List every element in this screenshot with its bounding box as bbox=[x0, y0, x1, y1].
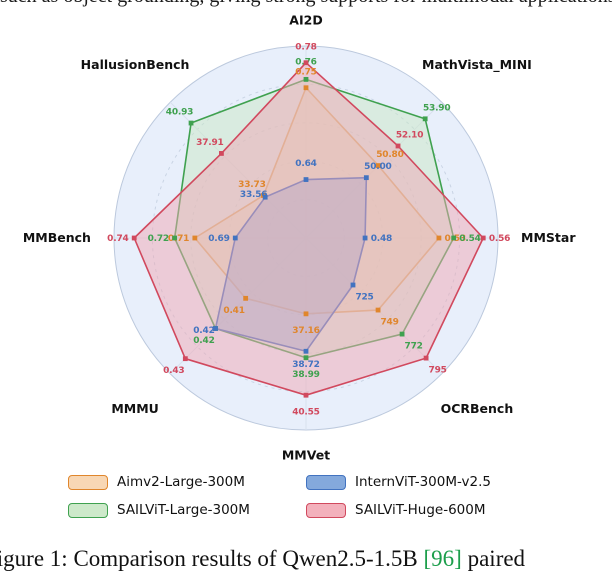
point-marker bbox=[188, 120, 194, 126]
value-label: 38.99 bbox=[292, 370, 319, 380]
axis-title: HallusionBench bbox=[81, 57, 190, 72]
point-marker bbox=[303, 355, 309, 361]
legend-item: SAILViT-Large-300M bbox=[68, 502, 306, 518]
value-label: 50.80 bbox=[376, 150, 403, 160]
value-label: 0.41 bbox=[223, 306, 244, 316]
axis-title: MMVet bbox=[282, 447, 330, 462]
point-marker bbox=[219, 151, 224, 156]
chart-legend: Aimv2-Large-300M InternViT-300M-v2.5 SAI… bbox=[68, 474, 544, 518]
caption-suffix: paired bbox=[461, 546, 526, 571]
caption-text: Figure 1: Comparison results of Qwen2.5-… bbox=[0, 546, 424, 571]
axis-title: MMStar bbox=[521, 230, 576, 245]
point-marker bbox=[362, 235, 368, 241]
value-label: 0.48 bbox=[371, 234, 392, 244]
legend-item: InternViT-300M-v2.5 bbox=[306, 474, 544, 490]
value-label: 0.75 bbox=[295, 67, 316, 77]
radar-chart: 0.7550.800.5374937.160.410.7133.730.7653… bbox=[23, 12, 576, 462]
axis-title: MathVista_MINI bbox=[422, 57, 532, 73]
point-marker bbox=[423, 355, 429, 361]
value-label: 33.73 bbox=[238, 180, 265, 190]
legend-label: SAILViT-Large-300M bbox=[117, 502, 250, 518]
point-marker bbox=[303, 76, 309, 82]
top-cropped-text-line: such as object grounding, giving strong … bbox=[0, 0, 612, 7]
value-label: 0.43 bbox=[163, 366, 184, 376]
point-marker bbox=[363, 175, 369, 181]
axis-title: AI2D bbox=[289, 12, 322, 27]
point-marker bbox=[350, 282, 356, 288]
value-label: 795 bbox=[429, 366, 447, 376]
value-label: 0.69 bbox=[208, 234, 229, 244]
value-label: 725 bbox=[355, 293, 373, 303]
value-label: 40.55 bbox=[292, 408, 319, 418]
top-cropped-text: such as object grounding, giving strong … bbox=[0, 0, 612, 7]
value-label: 0.42 bbox=[193, 336, 214, 346]
value-label: 37.16 bbox=[292, 326, 319, 336]
point-marker bbox=[375, 307, 381, 313]
value-label: 50.00 bbox=[364, 162, 391, 172]
point-marker bbox=[422, 116, 428, 122]
point-marker bbox=[451, 235, 457, 241]
point-marker bbox=[480, 235, 486, 241]
legend-swatch-sailvit-large bbox=[68, 502, 108, 518]
legend-label: InternViT-300M-v2.5 bbox=[355, 474, 491, 490]
axis-title: OCRBench bbox=[441, 401, 514, 416]
point-marker bbox=[303, 348, 309, 354]
point-marker bbox=[182, 356, 188, 362]
figure-caption: Figure 1: Comparison results of Qwen2.5-… bbox=[0, 546, 525, 572]
value-label: 772 bbox=[405, 342, 423, 352]
axis-title: MMBench bbox=[23, 230, 91, 245]
legend-label: SAILViT-Huge-600M bbox=[355, 502, 486, 518]
point-marker bbox=[192, 235, 198, 241]
point-marker bbox=[232, 235, 238, 241]
value-label: 0.71 bbox=[168, 234, 189, 244]
point-marker bbox=[262, 194, 268, 200]
value-label: 38.72 bbox=[292, 360, 319, 370]
value-label: 52.10 bbox=[396, 130, 423, 140]
point-marker bbox=[436, 235, 442, 241]
value-label: 0.42 bbox=[193, 326, 214, 336]
point-marker bbox=[303, 60, 309, 66]
citation-link[interactable]: [96] bbox=[423, 546, 462, 571]
point-marker bbox=[303, 311, 309, 317]
legend-swatch-sailvit-huge bbox=[306, 502, 346, 518]
point-marker bbox=[395, 143, 401, 149]
point-marker bbox=[303, 392, 309, 398]
point-marker bbox=[172, 235, 178, 241]
legend-label: Aimv2-Large-300M bbox=[117, 474, 245, 490]
value-label: 33.56 bbox=[240, 190, 267, 200]
value-label: 0.74 bbox=[107, 234, 128, 244]
point-marker bbox=[131, 235, 137, 241]
value-label: 40.93 bbox=[166, 108, 193, 118]
legend-swatch-aimv2 bbox=[68, 474, 108, 490]
value-label: 0.78 bbox=[295, 42, 316, 52]
legend-swatch-internvit bbox=[306, 474, 346, 490]
value-label: 0.72 bbox=[148, 234, 169, 244]
value-label: 749 bbox=[381, 318, 399, 328]
point-marker bbox=[303, 85, 309, 91]
legend-item: Aimv2-Large-300M bbox=[68, 474, 306, 490]
value-label: 53.90 bbox=[423, 103, 450, 113]
value-label: 0.54 bbox=[459, 234, 480, 244]
legend-item: SAILViT-Huge-600M bbox=[306, 502, 544, 518]
value-label: 0.64 bbox=[295, 159, 316, 169]
value-label: 37.91 bbox=[196, 138, 223, 148]
point-marker bbox=[376, 163, 381, 168]
value-label: 0.56 bbox=[489, 234, 510, 244]
axis-title: MMMU bbox=[111, 401, 158, 416]
point-marker bbox=[399, 331, 405, 337]
point-marker bbox=[213, 326, 218, 331]
point-marker bbox=[243, 295, 249, 301]
point-marker bbox=[303, 177, 309, 182]
